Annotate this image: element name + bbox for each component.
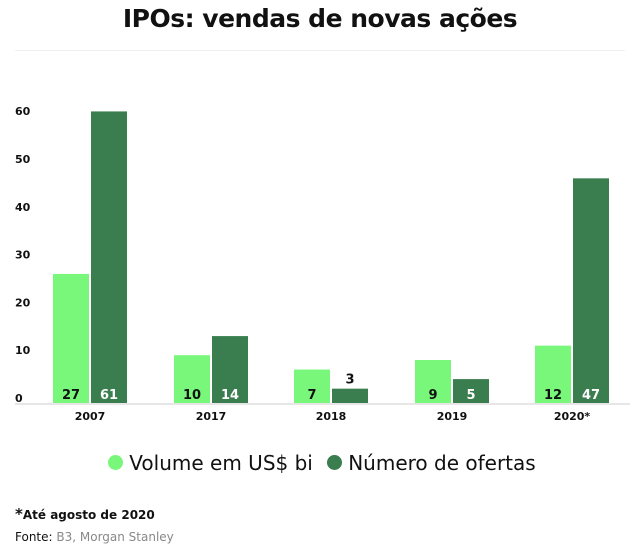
data-label: 47 — [582, 388, 600, 403]
data-label: 9 — [428, 388, 437, 403]
y-tick-label: 40 — [15, 201, 31, 214]
x-tick-label: 2020* — [554, 410, 591, 423]
source-label: Fonte — [15, 530, 49, 544]
x-tick-label: 2017 — [196, 410, 227, 423]
bar-ofertas — [453, 379, 489, 403]
bar-ofertas — [91, 111, 127, 404]
data-label: 3 — [345, 373, 354, 388]
legend-swatch-ofertas — [327, 455, 343, 470]
bar-volume — [415, 359, 451, 403]
title-divider — [15, 50, 625, 51]
chart-title: IPOs: vendas de novas ações — [122, 4, 518, 33]
bar-ofertas — [573, 178, 609, 403]
x-tick-label: 2007 — [75, 410, 106, 423]
footnote-text: Até agosto de 2020 — [22, 508, 155, 522]
y-tick-label: 20 — [15, 296, 31, 309]
y-tick-label: 50 — [15, 153, 31, 166]
bar-ofertas — [212, 336, 248, 403]
source-sep: : — [48, 530, 53, 544]
footnote-star: * — [15, 505, 23, 523]
y-tick-label: 60 — [15, 105, 31, 118]
legend-swatch-volume — [108, 455, 124, 470]
legend: Volume em US$ bi Número de ofertas — [0, 449, 640, 475]
data-label: 10 — [183, 388, 201, 403]
bar-volume — [174, 355, 210, 403]
data-label: 7 — [307, 388, 316, 403]
x-tick-label: 2019 — [437, 410, 468, 423]
data-label: 61 — [100, 388, 118, 403]
data-label: 5 — [466, 388, 475, 403]
data-label: 12 — [544, 388, 562, 403]
footnote: *Até agosto de 2020 — [15, 505, 155, 523]
bar-volume — [53, 273, 89, 403]
source-text: B3, Morgan Stanley — [52, 530, 174, 544]
legend-label-volume: Volume em US$ bi — [129, 450, 313, 475]
source: Fonte: B3, Morgan Stanley — [15, 530, 174, 544]
legend-label-ofertas: Número de ofertas — [348, 450, 536, 475]
bar-volume — [535, 345, 571, 403]
data-label: 27 — [62, 388, 80, 403]
y-tick-label: 0 — [15, 392, 23, 405]
x-tick-label: 2018 — [316, 410, 347, 423]
data-label: 14 — [221, 388, 239, 403]
y-tick-label: 30 — [15, 249, 31, 262]
bar-ofertas — [332, 388, 368, 403]
bar-volume — [294, 369, 330, 403]
y-tick-label: 10 — [15, 344, 31, 357]
